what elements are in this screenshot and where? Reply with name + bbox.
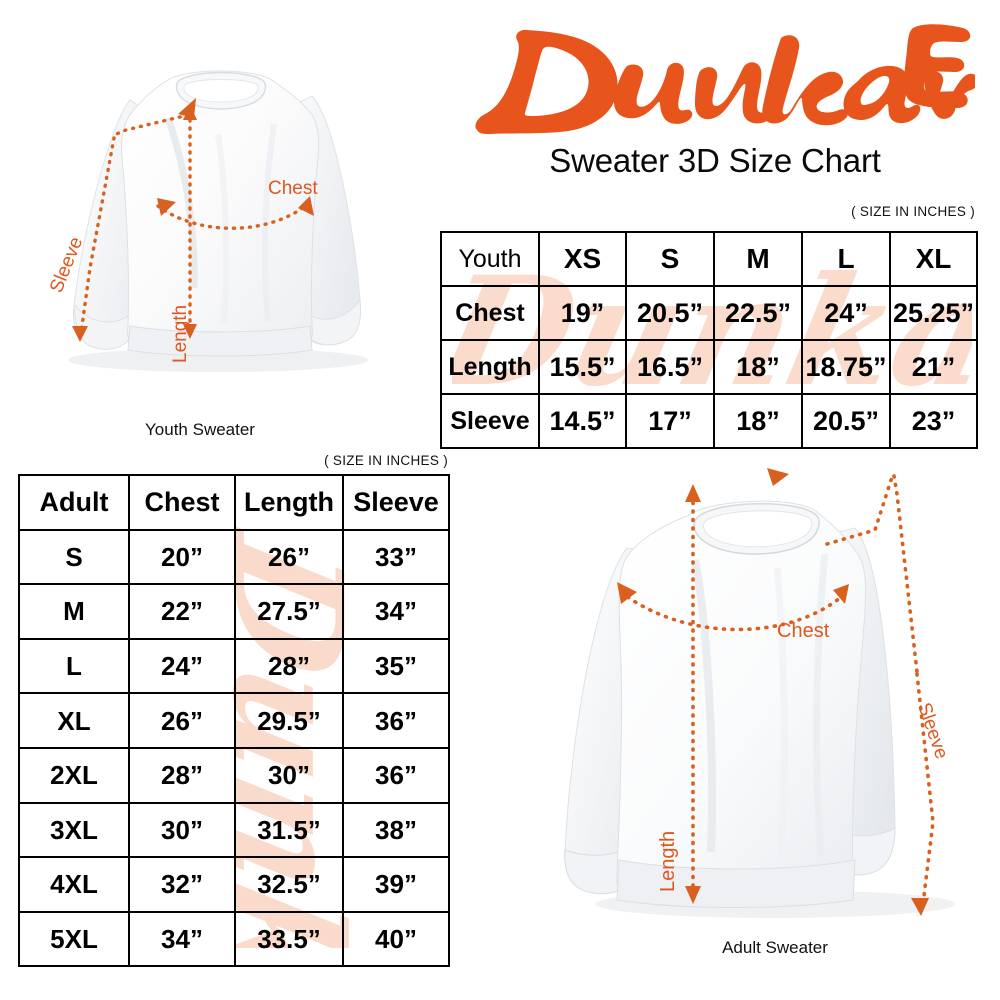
table-cell: 30” <box>234 746 344 804</box>
adult-sweater-illustration: Chest Length Sleeve <box>545 452 995 942</box>
table-cell: 35” <box>342 637 450 695</box>
table-cell: 20” <box>128 528 236 586</box>
table-cell: 22.5” <box>713 285 803 341</box>
adult-header-sleeve: Sleeve <box>342 474 450 531</box>
table-cell: 26” <box>234 528 344 586</box>
youth-corner-label: Youth <box>440 231 540 287</box>
table-cell: 24” <box>801 285 891 341</box>
adult-header-length: Length <box>234 474 344 531</box>
table-row-header: Adult Chest Length Sleeve <box>18 474 450 531</box>
adult-row-size: M <box>18 583 130 640</box>
youth-row-label-chest: Chest <box>440 285 540 341</box>
table-row: 3XL 30” 31.5” 38” <box>18 801 450 859</box>
table-cell: 19” <box>538 285 627 341</box>
arrow-heads <box>72 98 314 342</box>
table-cell: 34” <box>342 583 450 640</box>
dunkare-logo <box>455 18 975 143</box>
adult-row-size: L <box>18 637 130 695</box>
table-cell: 31.5” <box>234 801 344 859</box>
youth-sweater-illustration: Chest Length Sleeve <box>18 38 408 398</box>
youth-sweater-graphic <box>68 70 368 372</box>
table-row: 2XL 28” 30” 36” <box>18 746 450 804</box>
youth-chest-label: Chest <box>268 178 318 199</box>
table-cell: 28” <box>128 746 236 804</box>
table-row-header: Youth XS S M L XL <box>440 231 978 287</box>
table-cell: 34” <box>128 910 236 968</box>
table-cell: 33” <box>342 528 450 586</box>
table-cell: 29.5” <box>234 692 344 749</box>
table-row: L 24” 28” 35” <box>18 637 450 695</box>
table-cell: 21” <box>889 339 978 395</box>
table-cell: 16.5” <box>625 339 715 395</box>
youth-size-m: M <box>713 231 803 287</box>
youth-size-table: Youth XS S M L XL Chest 19” 20.5” 22.5” … <box>440 231 978 449</box>
adult-sweater-caption: Adult Sweater <box>722 938 828 957</box>
table-row: Chest 19” 20.5” 22.5” 24” 25.25” <box>440 285 978 341</box>
youth-size-xl: XL <box>889 231 978 287</box>
table-cell: 39” <box>342 856 450 913</box>
adult-row-size: XL <box>18 692 130 749</box>
table-cell: 18” <box>713 339 803 395</box>
table-cell: 38” <box>342 801 450 859</box>
youth-row-label-length: Length <box>440 339 540 395</box>
table-row: M 22” 27.5” 34” <box>18 583 450 640</box>
youth-size-s: S <box>625 231 715 287</box>
table-row: XL 26” 29.5” 36” <box>18 692 450 749</box>
youth-sweater-caption: Youth Sweater <box>145 420 255 439</box>
table-cell: 25.25” <box>889 285 978 341</box>
table-cell: 32.5” <box>234 856 344 913</box>
adult-row-size: S <box>18 528 130 586</box>
table-cell: 30” <box>128 801 236 859</box>
table-cell: 26” <box>128 692 236 749</box>
table-row: S 20” 26” 33” <box>18 528 450 586</box>
dunkare-wordmark-icon <box>475 24 975 134</box>
table-cell: 36” <box>342 746 450 804</box>
adult-row-size: 3XL <box>18 801 130 859</box>
table-cell: 27.5” <box>234 583 344 640</box>
adult-row-size: 4XL <box>18 856 130 913</box>
table-cell: 32” <box>128 856 236 913</box>
table-cell: 33.5” <box>234 910 344 968</box>
youth-size-xs: XS <box>538 231 627 287</box>
adult-header-size: Adult <box>18 474 130 531</box>
table-cell: 18.75” <box>801 339 891 395</box>
table-cell: 14.5” <box>538 393 627 449</box>
table-row: 5XL 34” 33.5” 40” <box>18 910 450 968</box>
adult-size-table: Adult Chest Length Sleeve S 20” 26” 33” … <box>18 474 450 968</box>
adult-sweater-graphic <box>564 468 955 918</box>
page-title: Sweater 3D Size Chart <box>549 142 881 179</box>
adult-units-note: ( SIZE IN INCHES ) <box>324 453 448 468</box>
table-cell: 20.5” <box>801 393 891 449</box>
adult-header-chest: Chest <box>128 474 236 531</box>
table-cell: 36” <box>342 692 450 749</box>
table-cell: 40” <box>342 910 450 968</box>
table-cell: 24” <box>128 637 236 695</box>
table-row: Length 15.5” 16.5” 18” 18.75” 21” <box>440 339 978 395</box>
table-cell: 15.5” <box>538 339 627 395</box>
table-cell: 20.5” <box>625 285 715 341</box>
adult-row-size: 5XL <box>18 910 130 968</box>
youth-units-note: ( SIZE IN INCHES ) <box>851 204 975 219</box>
table-cell: 17” <box>625 393 715 449</box>
table-row: 4XL 32” 32.5” 39” <box>18 856 450 913</box>
table-cell: 22” <box>128 583 236 640</box>
adult-length-label: Length <box>657 830 679 892</box>
table-row: Sleeve 14.5” 17” 18” 20.5” 23” <box>440 393 978 449</box>
adult-chest-label: Chest <box>777 620 830 642</box>
adult-row-size: 2XL <box>18 746 130 804</box>
table-cell: 18” <box>713 393 803 449</box>
youth-length-label: Length <box>170 304 191 363</box>
youth-size-l: L <box>801 231 891 287</box>
table-cell: 23” <box>889 393 978 449</box>
youth-row-label-sleeve: Sleeve <box>440 393 540 449</box>
table-cell: 28” <box>234 637 344 695</box>
